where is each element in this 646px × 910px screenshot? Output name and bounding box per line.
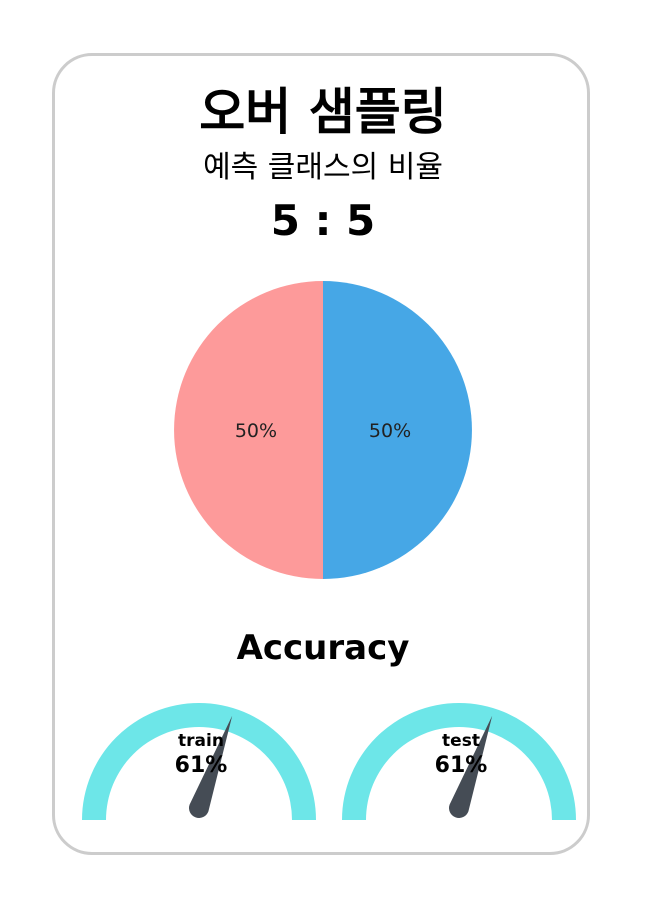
gauge-needle [189, 715, 233, 818]
gauge-arc [82, 703, 316, 820]
accuracy-heading: Accuracy [236, 628, 410, 668]
pie-slice [174, 281, 323, 579]
page-title: 오버 샘플링 [199, 83, 447, 141]
class-ratio: 5 : 5 [270, 196, 376, 245]
gauge-arc [342, 703, 576, 820]
pie-chart: 50% 50% [174, 281, 472, 579]
card-frame [52, 53, 590, 855]
gauge-needle [448, 715, 493, 819]
gauge-value: 61% [175, 753, 228, 778]
gauge-value: 61% [435, 753, 488, 778]
pie-slice-label: 50% [369, 420, 411, 442]
gauge-label: test [442, 731, 480, 751]
gauge-label: train [178, 731, 224, 751]
pie-slice [323, 281, 472, 579]
pie-slice-label: 50% [235, 420, 277, 442]
page-subtitle: 예측 클래스의 비율 [203, 150, 443, 185]
